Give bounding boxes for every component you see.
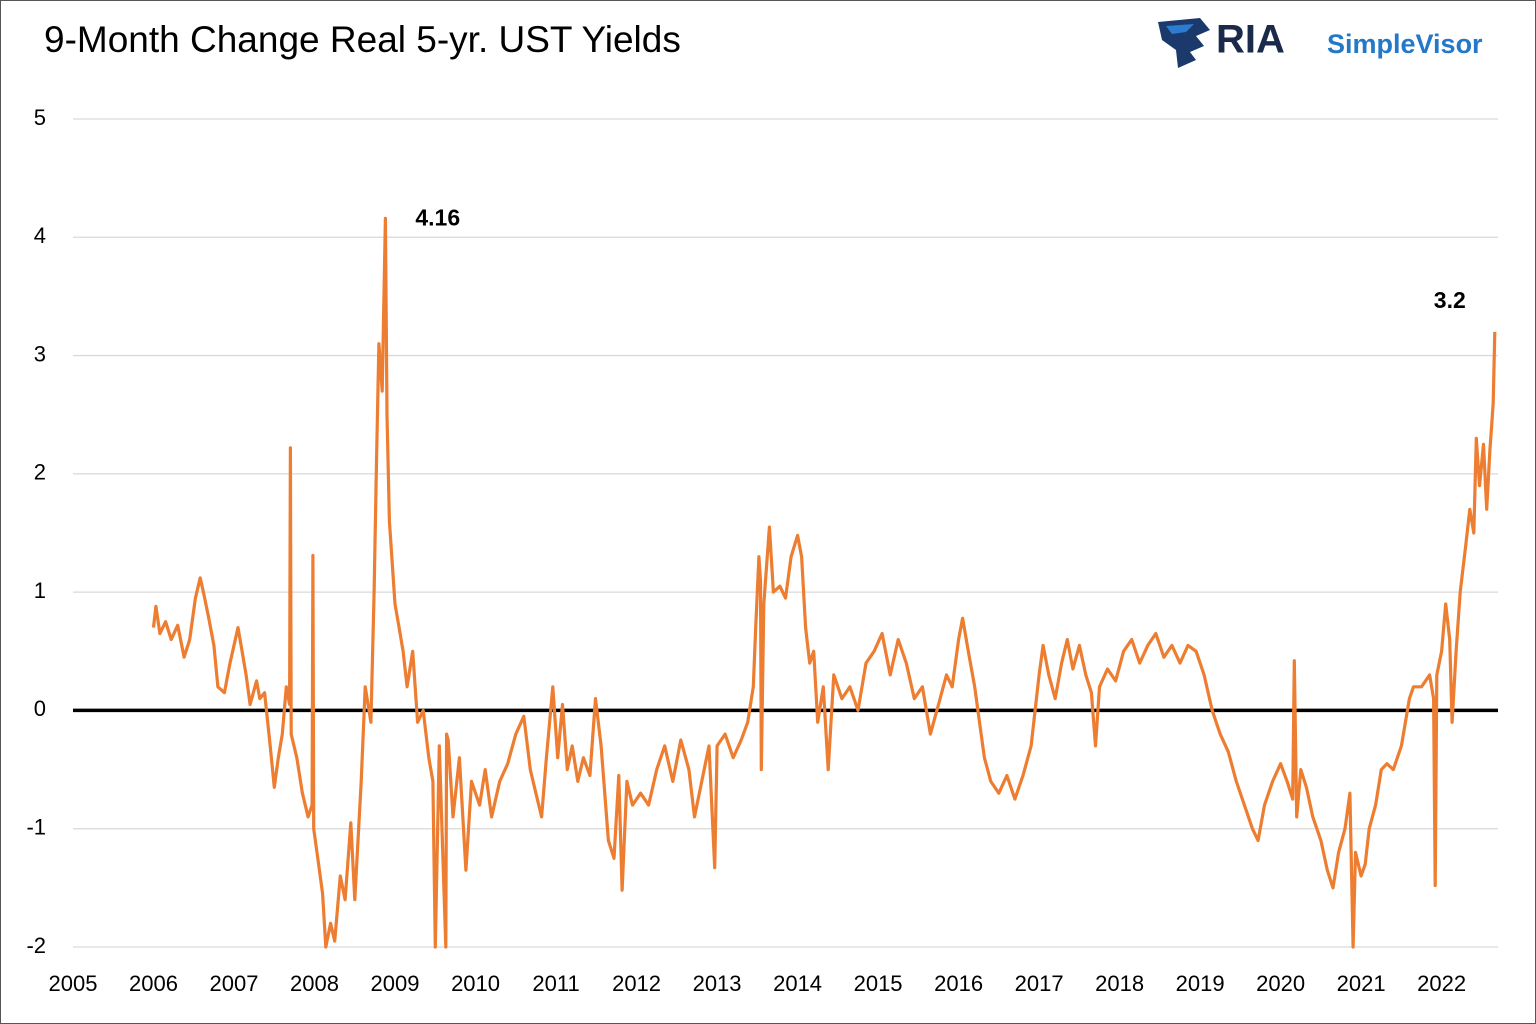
x-tick-label: 2010 [451, 971, 500, 996]
x-tick-label: 2012 [612, 971, 661, 996]
x-tick-label: 2013 [693, 971, 742, 996]
x-tick-label: 2020 [1256, 971, 1305, 996]
x-tick-label: 2006 [129, 971, 178, 996]
annotation: 3.2 [1434, 287, 1466, 313]
y-tick-label: 4 [34, 223, 46, 248]
brand-product: SimpleVisor [1327, 29, 1483, 59]
x-tick-label: 2014 [773, 971, 822, 996]
y-tick-label: 0 [34, 696, 46, 721]
x-tick-label: 2018 [1095, 971, 1144, 996]
y-tick-label: 2 [34, 460, 46, 485]
y-tick-label: 5 [34, 105, 46, 130]
logo: RIA SimpleVisor [1158, 18, 1483, 68]
y-tick-label: 1 [34, 578, 46, 603]
brand-name: RIA [1216, 18, 1285, 62]
x-tick-label: 2009 [371, 971, 420, 996]
y-tick-label: -2 [26, 933, 46, 958]
x-tick-label: 2015 [854, 971, 903, 996]
data-line [151, 216, 1497, 949]
annotation: 4.16 [415, 204, 460, 230]
x-tick-label: 2019 [1176, 971, 1225, 996]
x-tick-label: 2005 [49, 971, 98, 996]
x-tick-label: 2011 [532, 971, 579, 996]
y-tick-label: -1 [26, 815, 46, 840]
x-tick-label: 2016 [934, 971, 983, 996]
x-tick-label: 2007 [210, 971, 259, 996]
x-tick-label: 2022 [1417, 971, 1466, 996]
chart-title: 9-Month Change Real 5-yr. UST Yields [44, 19, 681, 60]
x-tick-label: 2017 [1015, 971, 1064, 996]
y-tick-label: 3 [34, 341, 46, 366]
logo-icon-accent [1166, 24, 1194, 34]
x-tick-label: 2021 [1337, 971, 1386, 996]
x-tick-label: 2008 [290, 971, 339, 996]
